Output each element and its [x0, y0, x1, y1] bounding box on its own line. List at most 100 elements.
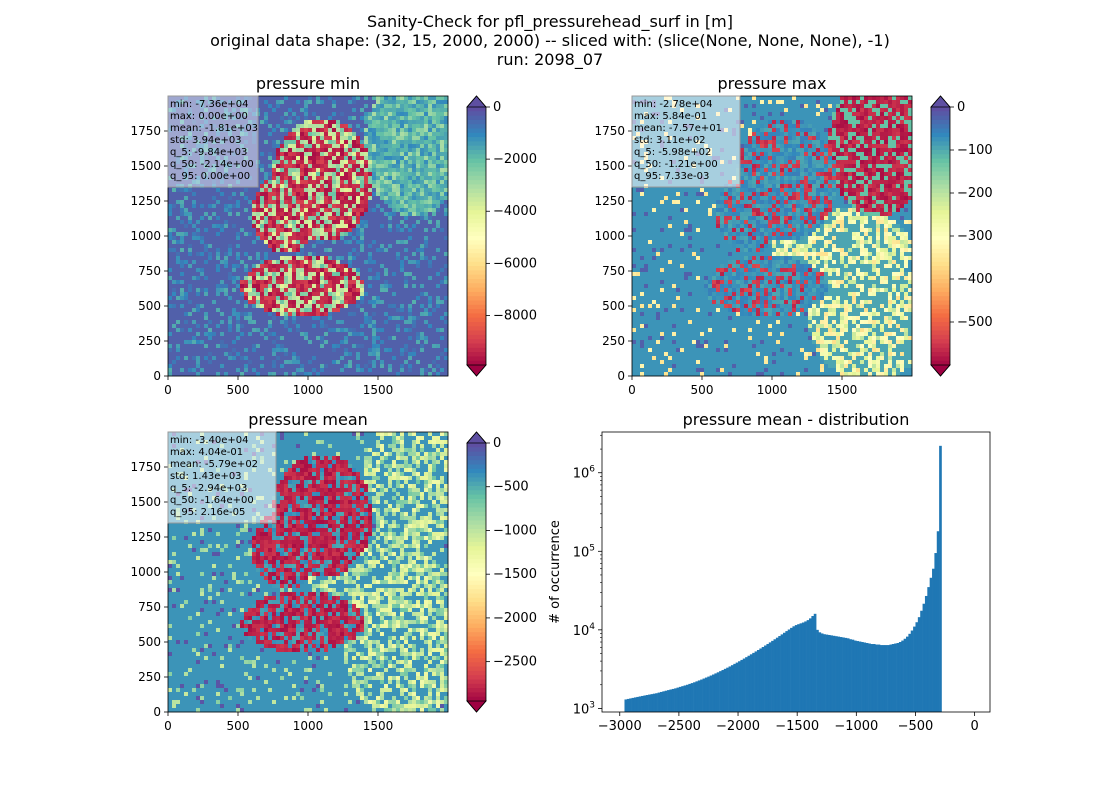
- colorbar-segment: [467, 111, 486, 116]
- heatmap-cell: [424, 164, 429, 169]
- heatmap-cell: [352, 288, 357, 293]
- heatmap-cell: [296, 364, 301, 369]
- heatmap-cell: [236, 340, 241, 345]
- heatmap-cell: [192, 136, 197, 141]
- heatmap-cell: [368, 296, 373, 301]
- heatmap-cell: [176, 144, 181, 149]
- heatmap-cell: [260, 356, 265, 361]
- heatmap-cell: [340, 352, 345, 357]
- heatmap-cell: [416, 104, 421, 109]
- heatmap-cell: [428, 184, 433, 189]
- colorbar-segment: [467, 279, 486, 284]
- heatmap-cell: [204, 160, 209, 165]
- heatmap-cell: [428, 304, 433, 309]
- heatmap-cell: [284, 304, 289, 309]
- heatmap-cell: [416, 96, 421, 101]
- heatmap-cell: [268, 204, 273, 209]
- heatmap-cell: [168, 208, 173, 213]
- heatmap-cell: [272, 232, 277, 237]
- heatmap-cell: [376, 364, 381, 369]
- heatmap-cell: [420, 288, 425, 293]
- heatmap-cell: [388, 196, 393, 201]
- heatmap-cell: [236, 328, 241, 333]
- heatmap-cell: [192, 220, 197, 225]
- heatmap-cell: [380, 356, 385, 361]
- heatmap-cell: [316, 132, 321, 137]
- heatmap-cell: [384, 180, 389, 185]
- heatmap-cell: [372, 144, 377, 149]
- heatmap-cell: [236, 280, 241, 285]
- heatmap-cell: [280, 256, 285, 261]
- heatmap-cell: [208, 120, 213, 125]
- heatmap-cell: [240, 244, 245, 249]
- heatmap-cell: [272, 220, 277, 225]
- heatmap-cell: [380, 336, 385, 341]
- heatmap-cell: [264, 332, 269, 337]
- heatmap-cell: [288, 152, 293, 157]
- heatmap-cell: [212, 332, 217, 337]
- heatmap-cell: [324, 128, 329, 133]
- heatmap-cell: [332, 108, 337, 113]
- heatmap-cell: [376, 252, 381, 257]
- stats-line: q_50: -2.14e+00: [170, 159, 254, 170]
- heatmap-cell: [316, 156, 321, 161]
- heatmap-cell: [392, 196, 397, 201]
- heatmap-cell: [212, 156, 217, 161]
- heatmap-cell: [440, 320, 445, 325]
- heatmap-cell: [408, 348, 413, 353]
- heatmap-cell: [400, 116, 405, 121]
- heatmap-cell: [376, 156, 381, 161]
- heatmap-cell: [308, 204, 313, 209]
- heatmap-cell: [388, 112, 393, 117]
- heatmap-cell: [220, 252, 225, 257]
- heatmap-cell: [212, 224, 217, 229]
- heatmap-cell: [348, 128, 353, 133]
- heatmap-cell: [308, 108, 313, 113]
- heatmap-cell: [400, 276, 405, 281]
- heatmap-cell: [392, 256, 397, 261]
- heatmap-cell: [268, 244, 273, 249]
- heatmap-cell: [228, 108, 233, 113]
- heatmap-cell: [224, 140, 229, 145]
- heatmap-cell: [248, 124, 253, 129]
- heatmap-cell: [220, 204, 225, 209]
- heatmap-cell: [336, 116, 341, 121]
- heatmap-cell: [284, 300, 289, 305]
- heatmap-cell: [324, 240, 329, 245]
- heatmap-cell: [444, 304, 449, 309]
- heatmap-cell: [284, 360, 289, 365]
- heatmap-cell: [232, 356, 237, 361]
- heatmap-cell: [368, 128, 373, 133]
- heatmap-cell: [200, 356, 205, 361]
- heatmap-cell: [348, 224, 353, 229]
- heatmap-cell: [428, 364, 433, 369]
- heatmap-cell: [424, 348, 429, 353]
- heatmap-cell: [288, 252, 293, 257]
- heatmap-cell: [260, 160, 265, 165]
- heatmap-cell: [200, 248, 205, 253]
- heatmap-cell: [244, 152, 249, 157]
- heatmap-cell: [408, 288, 413, 293]
- heatmap-cell: [208, 320, 213, 325]
- heatmap-cell: [312, 148, 317, 153]
- heatmap-cell: [436, 268, 441, 273]
- heatmap-cell: [392, 164, 397, 169]
- heatmap-cell: [368, 368, 373, 373]
- heatmap-cell: [368, 136, 373, 141]
- heatmap-cell: [364, 268, 369, 273]
- heatmap-cell: [184, 348, 189, 353]
- heatmap-cell: [268, 300, 273, 305]
- heatmap-cell: [260, 172, 265, 177]
- heatmap-cell: [388, 248, 393, 253]
- heatmap-cell: [320, 268, 325, 273]
- heatmap-cell: [408, 300, 413, 305]
- heatmap-cell: [392, 120, 397, 125]
- heatmap-cell: [272, 228, 277, 233]
- heatmap-cell: [304, 176, 309, 181]
- heatmap-cell: [268, 144, 273, 149]
- heatmap-cell: [436, 136, 441, 141]
- heatmap-cell: [432, 256, 437, 261]
- heatmap-cell: [376, 372, 381, 377]
- heatmap-cell: [184, 124, 189, 129]
- heatmap-cell: [364, 300, 369, 305]
